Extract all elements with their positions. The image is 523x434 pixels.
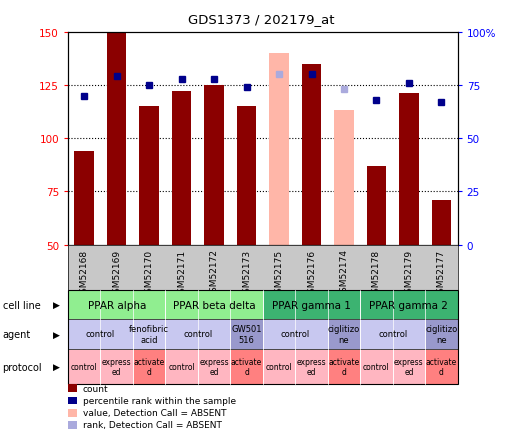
Text: activate
d: activate d <box>133 357 165 376</box>
Text: control: control <box>363 362 390 371</box>
Text: activate
d: activate d <box>328 357 360 376</box>
Text: express
ed: express ed <box>102 357 131 376</box>
Text: GSM52176: GSM52176 <box>307 249 316 298</box>
Text: GSM52179: GSM52179 <box>404 249 413 298</box>
Text: GSM52174: GSM52174 <box>339 249 348 298</box>
Text: ▶: ▶ <box>53 300 60 309</box>
Bar <box>431 201 451 245</box>
Text: control: control <box>86 330 115 339</box>
Text: GSM52175: GSM52175 <box>275 249 283 298</box>
Text: GW501
516: GW501 516 <box>231 325 262 344</box>
Text: control: control <box>183 330 212 339</box>
Text: count: count <box>83 384 108 393</box>
Text: GSM52168: GSM52168 <box>79 249 89 298</box>
Text: cell line: cell line <box>3 300 40 310</box>
Text: GSM52178: GSM52178 <box>372 249 381 298</box>
Bar <box>74 151 94 245</box>
Text: GSM52173: GSM52173 <box>242 249 251 298</box>
Bar <box>237 107 256 245</box>
Text: GDS1373 / 202179_at: GDS1373 / 202179_at <box>188 13 335 26</box>
Bar <box>140 107 159 245</box>
Text: PPAR gamma 2: PPAR gamma 2 <box>369 300 448 310</box>
Text: rank, Detection Call = ABSENT: rank, Detection Call = ABSENT <box>83 421 222 429</box>
Text: control: control <box>266 362 292 371</box>
Bar <box>204 85 224 245</box>
Text: GSM52170: GSM52170 <box>145 249 154 298</box>
Text: GSM52169: GSM52169 <box>112 249 121 298</box>
Text: control: control <box>281 330 310 339</box>
Text: express
ed: express ed <box>297 357 326 376</box>
Text: GSM52171: GSM52171 <box>177 249 186 298</box>
Text: value, Detection Call = ABSENT: value, Detection Call = ABSENT <box>83 408 226 417</box>
Text: ▶: ▶ <box>53 330 60 339</box>
Bar <box>269 54 289 245</box>
Text: percentile rank within the sample: percentile rank within the sample <box>83 396 236 405</box>
Text: fenofibric
acid: fenofibric acid <box>129 325 169 344</box>
Text: GSM52177: GSM52177 <box>437 249 446 298</box>
Bar <box>172 92 191 245</box>
Bar <box>334 111 354 245</box>
Text: PPAR alpha: PPAR alpha <box>87 300 146 310</box>
Bar <box>367 167 386 245</box>
Text: activate
d: activate d <box>231 357 262 376</box>
Text: PPAR beta delta: PPAR beta delta <box>173 300 255 310</box>
Text: express
ed: express ed <box>394 357 424 376</box>
Bar <box>302 64 321 245</box>
Text: protocol: protocol <box>3 362 42 372</box>
Text: ciglitizo
ne: ciglitizo ne <box>425 325 458 344</box>
Text: control: control <box>168 362 195 371</box>
Text: GSM52172: GSM52172 <box>210 249 219 298</box>
Text: express
ed: express ed <box>199 357 229 376</box>
Text: ciglitizo
ne: ciglitizo ne <box>328 325 360 344</box>
Bar <box>399 94 418 245</box>
Text: agent: agent <box>3 329 31 339</box>
Text: ▶: ▶ <box>53 362 60 371</box>
Text: activate
d: activate d <box>426 357 457 376</box>
Text: PPAR gamma 1: PPAR gamma 1 <box>272 300 351 310</box>
Text: control: control <box>71 362 98 371</box>
Text: control: control <box>378 330 407 339</box>
Bar <box>107 33 127 245</box>
